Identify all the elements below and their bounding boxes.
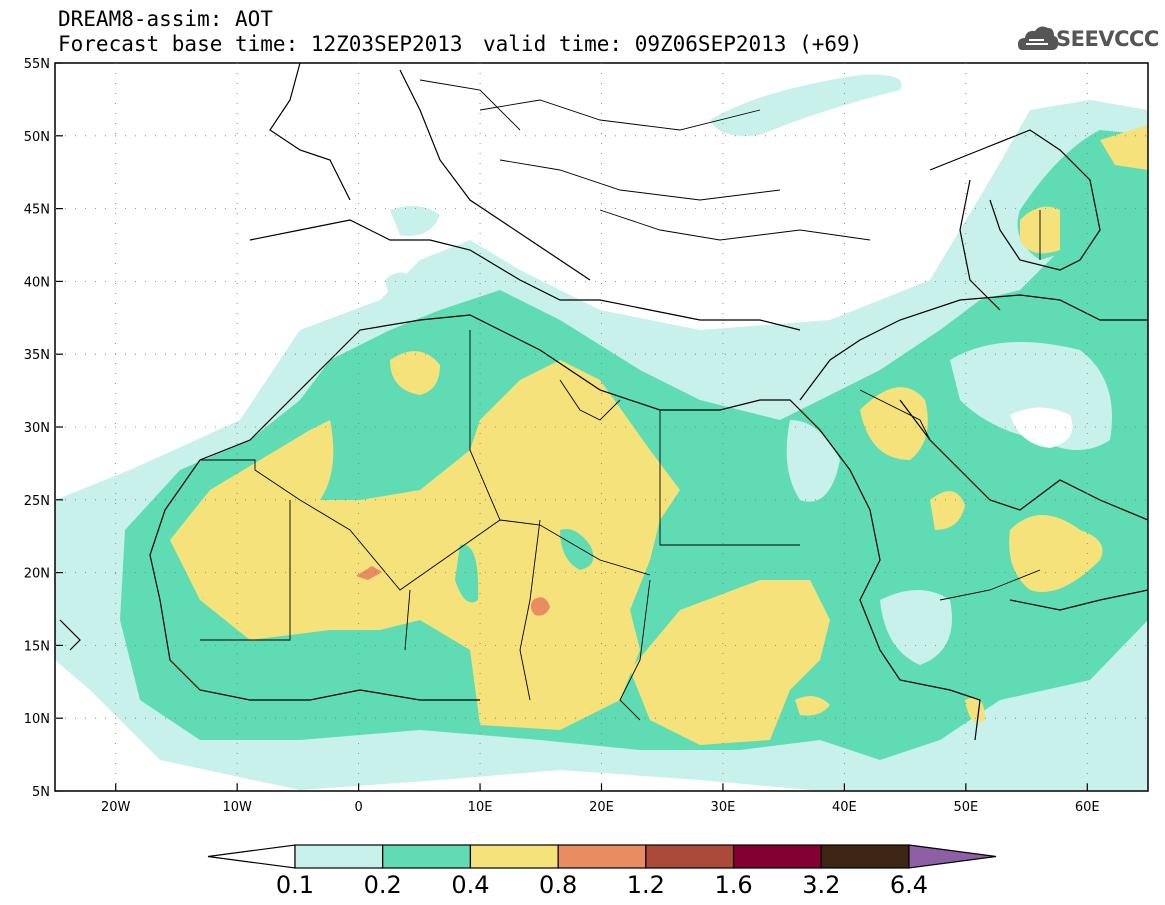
- longitude-label: 0: [354, 800, 362, 815]
- latitude-label: 20N: [24, 567, 50, 582]
- colorbar-label: 1.2: [627, 871, 665, 899]
- colorbar-label: 0.4: [451, 871, 489, 899]
- colorbar-labels: 0.1 0.2 0.4 0.8 1.2 1.6 3.2 6.4: [276, 871, 928, 899]
- colorbar-label: 1.6: [714, 871, 752, 899]
- longitude-label: 40E: [832, 800, 857, 815]
- latitude-label: 45N: [24, 203, 50, 218]
- longitude-label: 60E: [1075, 800, 1100, 815]
- longitude-label: 30E: [711, 800, 736, 815]
- longitude-label: 10E: [468, 800, 493, 815]
- colorbar-segment: [645, 844, 735, 869]
- colorbar-label: 0.1: [276, 871, 314, 899]
- latitude-labels: 55N 50N 45N 40N 35N 30N 25N 20N 15N 10N 5N: [24, 57, 50, 800]
- colorbar-label: 0.8: [539, 871, 577, 899]
- latitude-label: 55N: [24, 57, 50, 72]
- latitude-label: 50N: [24, 130, 50, 145]
- colorbar: [207, 844, 997, 869]
- colorbar-segment: [294, 844, 384, 869]
- longitude-labels: 20W 10W 0 10E 20E 30E 40E 50E 60E: [101, 800, 1100, 815]
- latitude-label: 5N: [32, 785, 50, 800]
- latitude-label: 15N: [24, 639, 50, 654]
- colorbar-label: 6.4: [890, 871, 928, 899]
- grid-lines: [55, 62, 1148, 792]
- aot-field: [55, 63, 1148, 791]
- country-borders: [200, 79, 1041, 721]
- colorbar-segment: [469, 844, 559, 869]
- valid-time: valid time: 09Z06SEP2013 (+69): [483, 32, 863, 56]
- cloud-icon: [1018, 26, 1059, 50]
- aot-level-0.4: [170, 360, 680, 730]
- colorbar-segment: [557, 844, 647, 869]
- longitude-label: 50E: [953, 800, 978, 815]
- forecast-base-time: Forecast base time: 12Z03SEP2013: [58, 32, 463, 56]
- colorbar-segment: [732, 844, 822, 869]
- logo-text: SEEVCCC: [1056, 27, 1159, 51]
- latitude-label: 40N: [24, 275, 50, 290]
- longitude-label: 20W: [101, 800, 131, 815]
- colorbar-arrow-high: [908, 844, 997, 869]
- latitude-label: 25N: [24, 494, 50, 509]
- longitude-label: 10W: [222, 800, 252, 815]
- latitude-label: 10N: [24, 712, 50, 727]
- longitude-label: 20E: [589, 800, 614, 815]
- latitude-label: 30N: [24, 421, 50, 436]
- colorbar-label: 0.2: [364, 871, 402, 899]
- colorbar-arrow-low: [207, 844, 296, 869]
- colorbar-segment: [820, 844, 910, 869]
- aot-level-0.8: [530, 597, 550, 616]
- colorbar-segment: [382, 844, 472, 869]
- coastlines: [59, 63, 1148, 741]
- map-title: DREAM8-assim: AOT: [58, 7, 273, 31]
- latitude-label: 35N: [24, 348, 50, 363]
- colorbar-label: 3.2: [802, 871, 840, 899]
